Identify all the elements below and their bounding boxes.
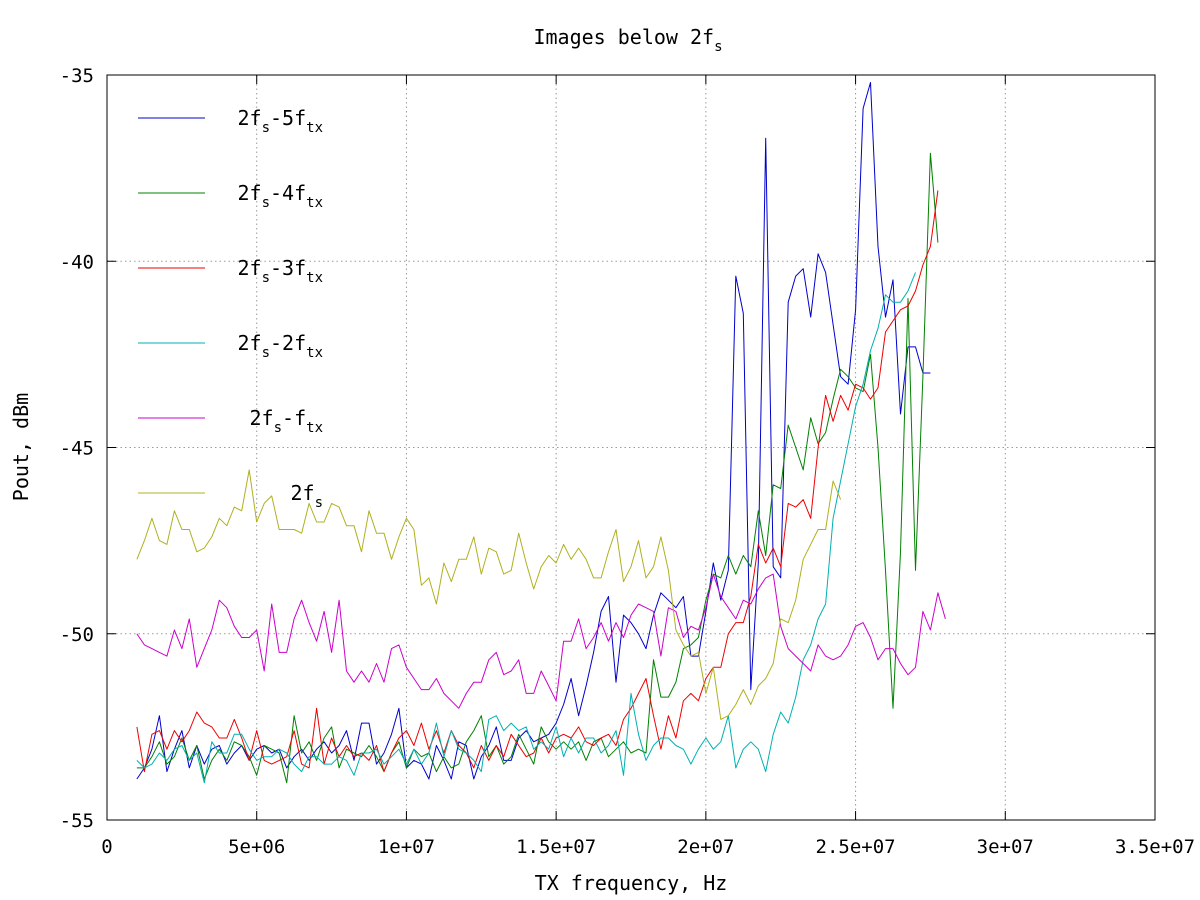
legend: 2fs-5ftx 2fs-4ftx 2fs-3ftx 2fs-2ftx 2fs-ftx 2…	[138, 106, 323, 511]
legend-label: 2fs-5ftx	[237, 106, 323, 136]
legend-entry: 2fs	[138, 481, 323, 511]
x-tick-label: 3.5e+07	[1115, 836, 1195, 858]
series-lines	[136, 82, 946, 784]
legend-entry: 2fs-4ftx	[138, 181, 323, 211]
x-tick-label: 0	[101, 836, 112, 858]
legend-label: 2fs-4ftx	[237, 181, 323, 211]
legend-entry: 2fs-ftx	[138, 406, 323, 436]
series-line-2fs-5ftx	[136, 82, 931, 780]
y-tick-label: -55	[60, 810, 94, 832]
legend-entry: 2fs-5ftx	[138, 106, 323, 136]
x-tick-label: 3e+07	[977, 836, 1034, 858]
x-tick-label: 2e+07	[677, 836, 734, 858]
series-line-2fs-ftx	[136, 573, 946, 709]
series-line-2fs	[136, 469, 842, 720]
y-tick-label: -45	[60, 438, 94, 460]
axes: 0 5e+06 1e+07 1.5e+07 2e+07 2.5e+07 3e+07 3.5e+…	[60, 65, 1195, 858]
legend-label: 2fs	[290, 481, 323, 511]
x-tick-label: 1.5e+07	[516, 836, 596, 858]
y-axis-label: Pout, dBm	[9, 393, 33, 501]
x-tick-label: 2.5e+07	[816, 836, 896, 858]
x-tick-label: 5e+06	[228, 836, 285, 858]
legend-entry: 2fs-2ftx	[138, 331, 323, 361]
y-tick-label: -35	[60, 65, 94, 87]
y-tick-label: -50	[60, 624, 94, 646]
chart-title: Images below 2fs	[533, 25, 722, 55]
legend-label: 2fs-3ftx	[237, 256, 323, 286]
legend-label: 2fs-2ftx	[237, 331, 323, 361]
y-tick-label: -40	[60, 251, 94, 273]
legend-entry: 2fs-3ftx	[138, 256, 323, 286]
legend-label: 2fs-ftx	[250, 406, 323, 436]
x-axis-label: TX frequency, Hz	[535, 871, 728, 895]
x-tick-label: 1e+07	[378, 836, 435, 858]
grid	[107, 75, 1155, 820]
series-line-2fs-2ftx	[136, 272, 916, 784]
